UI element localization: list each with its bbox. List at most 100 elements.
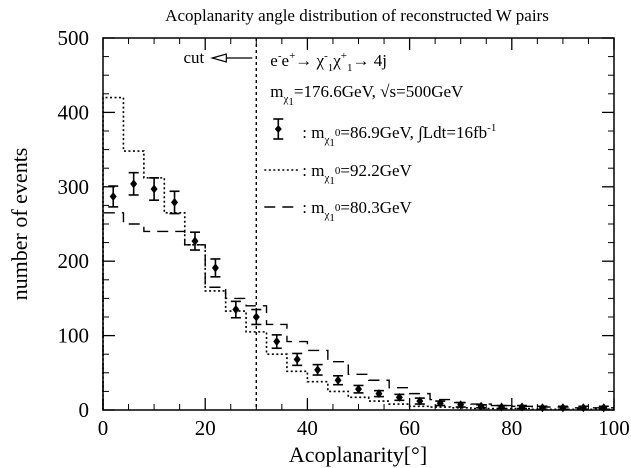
point-marker [109,191,117,201]
text-run: e [270,51,278,70]
text-run: 1 [329,137,335,149]
text-run: 0 [335,127,341,139]
point-marker [314,365,322,375]
data-point [373,389,384,399]
x-tick-label: 100 [598,416,630,440]
x-tick-label: 20 [195,416,216,440]
y-tick-label: 300 [58,175,90,199]
data-legend-symbol [273,118,284,140]
text-run: χ [324,209,330,221]
text-run: 1 [329,212,335,224]
point-marker [579,403,587,413]
data-point [333,374,344,386]
data-points [108,171,609,413]
data-legend-label: : mχ10=86.9GeV, ∫Ldt=16fb-1 [302,122,496,149]
data-point [210,258,221,278]
text-run: : m [302,161,324,180]
data-point [578,403,589,413]
y-tick-label: 100 [58,324,90,348]
point-marker [293,354,301,364]
data-point [414,396,425,406]
point-marker [191,236,199,246]
text-run: e [282,51,290,70]
point-marker [273,337,281,347]
point-marker [150,184,158,194]
text-run: =80.3GeV [340,198,412,217]
point-marker [477,401,485,411]
text-run: + [289,50,295,62]
data-point [312,363,323,376]
point-marker [375,389,383,399]
text-run: 1 [288,96,294,108]
text-run: : m [302,123,324,142]
x-tick-label: 60 [399,416,420,440]
y-axis-label: number of events [7,148,32,301]
data-point [128,171,139,196]
data-point [435,398,446,408]
text-run: =86.9GeV, ∫Ldt=16fb [340,123,487,143]
y-tick-label: 200 [58,249,90,273]
text-run: χ [332,51,341,70]
data-point [108,185,119,208]
text-run: χ [324,134,330,146]
data-point [557,403,568,413]
y-tick-label: 500 [58,26,90,50]
text-run: =176.6GeV, √s=500GeV [294,82,464,101]
params-annotation: mχ1=176.6GeV, √s=500GeV [270,82,464,108]
point-marker [334,375,342,385]
data-point [496,402,507,412]
point-marker [498,402,506,412]
legend: e-e+→ χ-1χ+1→ 4j mχ1=176.6GeV, √s=500GeV:… [264,50,496,224]
text-run: → 4j [353,51,387,70]
data-point [455,400,466,410]
y-tick-label: 400 [58,100,90,124]
text-run: 1 [328,62,334,74]
dashed-histogram [102,212,614,410]
x-tick-label: 80 [501,416,522,440]
y-tick-label: 0 [79,398,90,422]
cut-marker: cut [184,38,257,410]
cut-label: cut [184,48,205,67]
text-run: 0 [335,165,341,177]
data-point [537,403,548,413]
text-run: χ [324,172,330,184]
data-point [230,300,241,319]
legend-marker [274,125,282,133]
data-point [271,334,282,350]
data-point [517,402,528,412]
point-marker [232,305,240,315]
data-point [353,384,364,394]
data-point [189,231,200,251]
point-marker [538,403,546,413]
x-tick-label: 0 [98,416,109,440]
point-marker [457,400,465,410]
text-run: 1 [329,175,335,187]
series-lines [102,96,614,411]
text-run: + [341,50,347,62]
data-point [149,177,160,201]
text-run: 0 [335,202,341,214]
text-run: → χ [295,51,324,70]
data-point [169,190,180,215]
data-point [292,352,303,367]
point-marker [130,179,138,189]
x-axis-label: Acoplanarity[°] [289,442,427,467]
point-marker [171,197,179,207]
dotted-legend-label: : mχ10=92.2GeV [302,161,412,187]
point-marker [211,263,219,273]
text-run: χ [283,93,289,105]
data-point [476,401,487,411]
text-run: 1 [347,62,353,74]
point-marker [518,402,526,412]
data-point [394,392,405,402]
process-annotation: e-e+→ χ-1χ+1→ 4j [270,50,387,74]
x-tick-label: 40 [297,416,318,440]
point-marker [559,403,567,413]
dotted-histogram [102,96,614,411]
text-run: =92.2GeV [340,161,412,180]
text-run: : m [302,198,324,217]
point-marker [395,392,403,402]
chart-title: Acoplanarity angle distribution of recon… [165,6,549,25]
